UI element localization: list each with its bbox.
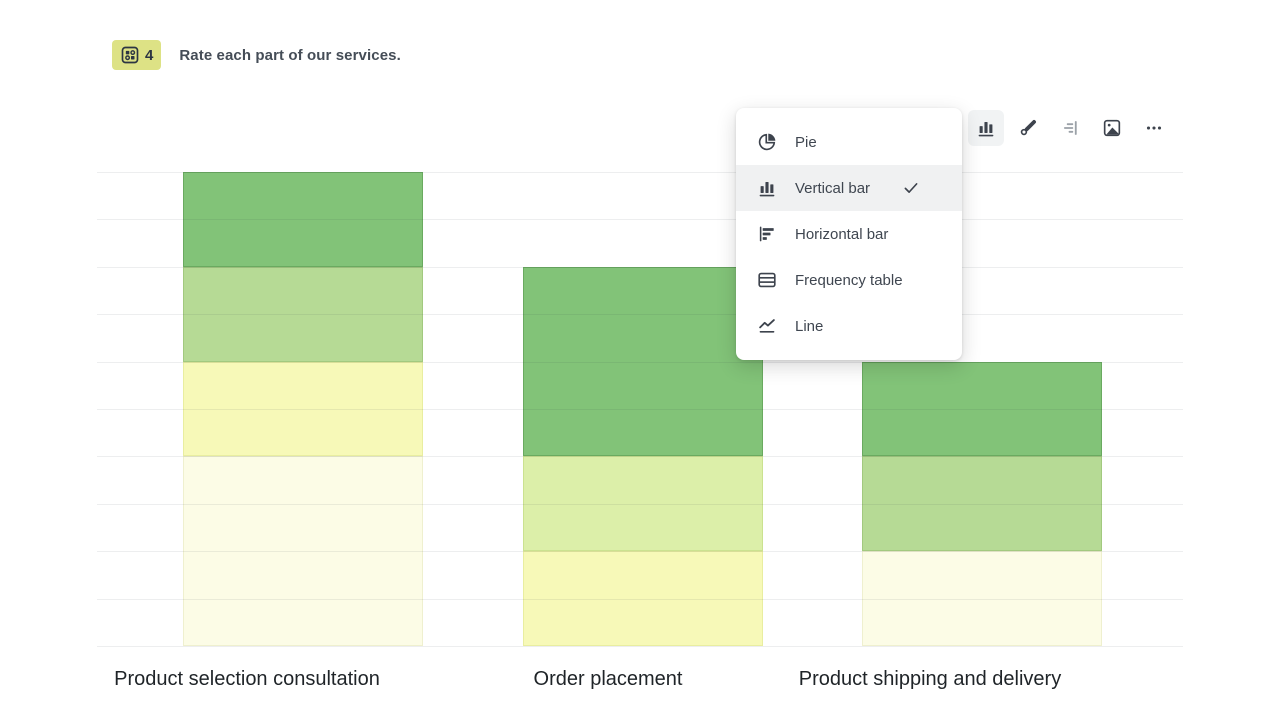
pie-chart-icon bbox=[756, 131, 778, 153]
question-title: Rate each part of our services. bbox=[179, 46, 401, 64]
ellipsis-icon bbox=[1143, 117, 1165, 139]
menu-item-line[interactable]: Line bbox=[736, 303, 962, 349]
bar-segment[interactable] bbox=[862, 456, 1102, 552]
results-toolbar bbox=[968, 110, 1172, 146]
matrix-question-icon bbox=[120, 45, 140, 65]
bar-segment[interactable] bbox=[862, 551, 1102, 646]
chart-type-menu: Pie Vertical bar Horizont bbox=[736, 108, 962, 360]
category-label: Product shipping and delivery bbox=[798, 668, 1062, 690]
horizontal-bar-chart-icon bbox=[756, 223, 778, 245]
style-button[interactable] bbox=[1010, 110, 1046, 146]
bar-segment[interactable] bbox=[183, 361, 423, 457]
question-number: 4 bbox=[145, 46, 154, 64]
bar-segment[interactable] bbox=[183, 172, 423, 267]
menu-item-label: Line bbox=[795, 317, 824, 335]
stacked-bar bbox=[523, 266, 763, 646]
menu-item-label: Pie bbox=[795, 133, 817, 151]
frequency-table-icon bbox=[756, 269, 778, 291]
chart-type-button[interactable] bbox=[968, 110, 1004, 146]
stacked-bar bbox=[183, 172, 423, 646]
bar-segment[interactable] bbox=[183, 266, 423, 362]
menu-item-vertical-bar[interactable]: Vertical bar bbox=[736, 165, 962, 211]
vertical-bar-chart-icon bbox=[756, 177, 778, 199]
more-button[interactable] bbox=[1136, 110, 1172, 146]
category-label: Product selection consultation bbox=[114, 668, 380, 690]
question-badge[interactable]: 4 bbox=[112, 40, 162, 70]
bar-segment[interactable] bbox=[862, 361, 1102, 457]
menu-item-label: Horizontal bar bbox=[795, 225, 889, 243]
align-right-icon bbox=[1059, 117, 1081, 139]
category-label: Order placement bbox=[533, 668, 683, 690]
gridline bbox=[97, 646, 1183, 647]
line-chart-icon bbox=[756, 315, 778, 337]
image-button[interactable] bbox=[1094, 110, 1130, 146]
question-header: 4 Rate each part of our services. bbox=[112, 40, 401, 70]
menu-item-label: Vertical bar bbox=[795, 179, 871, 197]
order-button[interactable] bbox=[1052, 110, 1088, 146]
bar-segment[interactable] bbox=[523, 266, 763, 457]
menu-item-pie[interactable]: Pie bbox=[736, 119, 962, 165]
paint-brush-icon bbox=[1017, 117, 1039, 139]
stacked-bar-chart bbox=[97, 172, 1183, 647]
stacked-bar bbox=[862, 361, 1102, 646]
image-icon bbox=[1101, 117, 1123, 139]
bar-segment[interactable] bbox=[523, 456, 763, 552]
bar-chart-icon bbox=[975, 117, 997, 139]
menu-item-frequency-table[interactable]: Frequency table bbox=[736, 257, 962, 303]
bar-segment[interactable] bbox=[183, 456, 423, 646]
menu-item-horizontal-bar[interactable]: Horizontal bar bbox=[736, 211, 962, 257]
bar-segment[interactable] bbox=[523, 551, 763, 646]
checkmark-icon bbox=[902, 179, 920, 197]
menu-item-label: Frequency table bbox=[795, 271, 903, 289]
